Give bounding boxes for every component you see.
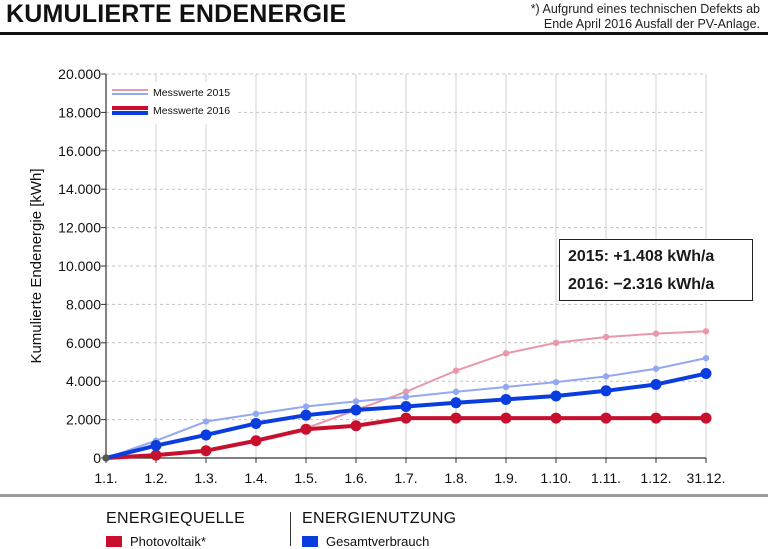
- data-point-2015-gesamtverbrauch: [302, 403, 310, 410]
- x-tick-label: 1.11.: [591, 470, 621, 486]
- data-point-2015-photovoltaik: [602, 333, 610, 341]
- data-point-2016-gesamtverbrauch: [150, 440, 162, 452]
- y-axis-label: Kumulierte Endenergie [kWh]: [28, 168, 45, 363]
- header-rule: [0, 32, 768, 35]
- data-point-2015-gesamtverbrauch: [202, 418, 210, 425]
- photovoltaik-label: Photovoltaik*: [130, 534, 206, 549]
- y-tick-label: 6.000: [66, 335, 101, 351]
- data-point-2016-photovoltaik: [400, 412, 412, 424]
- data-point-2016-gesamtverbrauch: [400, 401, 412, 413]
- data-point-2015-gesamtverbrauch: [502, 383, 510, 391]
- energy-use-legend: ENERGIENUTZUNG Gesamtverbrauch: [302, 510, 456, 549]
- legend-item-photovoltaik: Photovoltaik*: [106, 534, 245, 549]
- data-point-2016-gesamtverbrauch: [102, 454, 110, 462]
- data-point-2015-gesamtverbrauch: [552, 378, 560, 386]
- data-point-2015-gesamtverbrauch: [652, 365, 660, 372]
- legend-item-gesamtverbrauch: Gesamtverbrauch: [302, 534, 456, 549]
- data-point-2015-gesamtverbrauch: [352, 398, 360, 405]
- data-point-2016-photovoltaik: [650, 412, 662, 424]
- data-point-2016-gesamtverbrauch: [650, 378, 662, 390]
- data-point-2016-photovoltaik: [350, 420, 362, 432]
- y-tick-label: 10.000: [58, 258, 101, 274]
- x-tick-label: 1.6.: [344, 470, 367, 486]
- balance-2015: 2015: +1.408 kWh/a: [568, 248, 715, 265]
- gesamtverbrauch-swatch: [302, 536, 318, 547]
- x-tick-label: 1.2.: [144, 470, 167, 486]
- legend-label-1: Messwerte 2015: [153, 87, 230, 99]
- x-tick-label: 1.3.: [194, 470, 217, 486]
- x-tick-label: 1.4.: [244, 470, 267, 486]
- data-point-2015-gesamtverbrauch: [252, 410, 260, 418]
- x-tick-label: 1.12.: [640, 470, 671, 486]
- data-point-2016-gesamtverbrauch: [550, 390, 562, 402]
- data-point-2015-photovoltaik: [402, 388, 410, 395]
- data-point-2015-photovoltaik: [652, 330, 660, 337]
- data-point-2016-photovoltaik: [150, 449, 162, 461]
- y-tick-label: 8.000: [66, 296, 101, 312]
- data-point-2016-photovoltaik: [700, 412, 712, 424]
- energy-source-heading: ENERGIEQUELLE: [106, 510, 246, 527]
- gesamtverbrauch-label: Gesamtverbrauch: [326, 534, 430, 549]
- data-point-2016-photovoltaik: [500, 412, 512, 424]
- balance-2016: 2016: −2.316 kWh/a: [568, 276, 715, 293]
- y-tick-label: 18.000: [58, 104, 101, 120]
- x-tick-label: 1.10.: [540, 470, 571, 486]
- data-point-2016-photovoltaik: [550, 412, 562, 424]
- chart-title: KUMULIERTE ENDENERGIE: [6, 0, 347, 28]
- y-tick-label: 2.000: [66, 412, 101, 428]
- data-point-2015-gesamtverbrauch: [402, 393, 410, 401]
- legend-divider: [290, 512, 291, 546]
- legend-label-2: Messwerte 2016: [153, 105, 230, 117]
- x-tick-label: 1.8.: [444, 470, 467, 486]
- x-tick-label: 1.1.: [94, 470, 117, 486]
- x-tick-label: 31.12.: [687, 470, 726, 486]
- data-point-2016-gesamtverbrauch: [250, 417, 262, 429]
- data-point-2016-gesamtverbrauch: [700, 368, 712, 380]
- footer-rule: [0, 494, 768, 497]
- x-tick-label: 1.7.: [394, 470, 417, 486]
- y-tick-label: 20.000: [58, 66, 101, 82]
- y-tick-label: 14.000: [58, 181, 101, 197]
- data-point-2016-gesamtverbrauch: [450, 397, 462, 409]
- data-point-2016-photovoltaik: [300, 423, 312, 435]
- data-point-2015-gesamtverbrauch: [452, 388, 460, 395]
- footnote-line-1: *) Aufgrund eines technischen Defekts ab: [530, 2, 760, 16]
- annual-balance-box: 2015: +1.408 kWh/a 2016: −2.316 kWh/a: [559, 239, 753, 301]
- footnote-line-2: Ende April 2016 Ausfall der PV-Anlage.: [543, 17, 760, 31]
- data-point-2015-photovoltaik: [552, 339, 560, 346]
- photovoltaik-swatch: [106, 536, 122, 547]
- data-point-2016-gesamtverbrauch: [600, 385, 612, 397]
- y-tick-label: 0: [93, 450, 101, 466]
- data-point-2015-photovoltaik: [502, 350, 510, 357]
- data-point-2015-gesamtverbrauch: [702, 354, 710, 362]
- data-point-2015-photovoltaik: [702, 328, 710, 335]
- x-tick-label: 1.5.: [294, 470, 317, 486]
- data-point-2016-gesamtverbrauch: [200, 429, 212, 441]
- x-tick-label: 1.9.: [494, 470, 517, 486]
- data-point-2016-photovoltaik: [200, 445, 212, 457]
- energy-use-heading: ENERGIENUTZUNG: [302, 510, 457, 527]
- data-point-2015-gesamtverbrauch: [602, 373, 610, 380]
- data-point-2016-photovoltaik: [600, 412, 612, 424]
- data-point-2016-gesamtverbrauch: [500, 393, 512, 405]
- y-tick-label: 4.000: [66, 373, 101, 389]
- data-point-2016-gesamtverbrauch: [350, 404, 362, 416]
- y-tick-label: 12.000: [58, 220, 101, 236]
- y-tick-label: 16.000: [58, 143, 101, 159]
- data-point-2015-photovoltaik: [452, 367, 460, 374]
- data-point-2016-photovoltaik: [250, 435, 262, 447]
- energy-source-legend: ENERGIEQUELLE Photovoltaik*: [106, 510, 245, 549]
- data-point-2016-gesamtverbrauch: [300, 409, 312, 421]
- footnote: *) Aufgrund eines technischen Defekts ab…: [531, 2, 760, 32]
- data-point-2016-photovoltaik: [450, 412, 462, 424]
